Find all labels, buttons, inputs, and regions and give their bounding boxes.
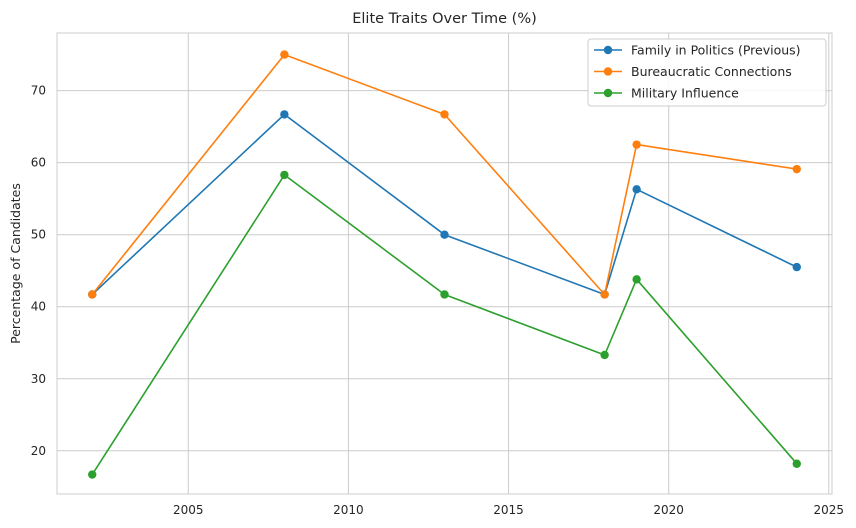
x-tick-label: 2025 bbox=[814, 503, 845, 517]
data-point bbox=[632, 185, 641, 194]
legend-box bbox=[587, 38, 827, 107]
y-tick-label: 40 bbox=[31, 300, 46, 314]
legend-label: Military Influence bbox=[631, 86, 739, 101]
data-point bbox=[280, 110, 289, 119]
x-tick-label: 2015 bbox=[493, 503, 524, 517]
legend-swatch-marker bbox=[603, 67, 613, 76]
y-axis-label: Percentage of Candidates bbox=[8, 183, 23, 344]
series-line bbox=[91, 113, 798, 296]
data-point bbox=[280, 170, 289, 180]
plot-frame bbox=[56, 32, 833, 495]
x-tick-label: 2010 bbox=[333, 503, 364, 517]
legend-label: Family in Politics (Previous) bbox=[631, 43, 801, 58]
series-group bbox=[88, 170, 801, 479]
x-tick-label: 2005 bbox=[173, 503, 204, 517]
data-point bbox=[792, 459, 801, 468]
data-point bbox=[440, 230, 449, 239]
data-point bbox=[88, 470, 97, 479]
series-layer bbox=[88, 50, 801, 479]
legend-swatch-marker bbox=[603, 88, 613, 98]
x-tick-label: 2020 bbox=[653, 503, 684, 517]
y-tick-label: 50 bbox=[31, 228, 46, 242]
data-point bbox=[600, 290, 609, 299]
data-point bbox=[280, 50, 289, 59]
legend: Family in Politics (Previous) Bureaucrati… bbox=[587, 38, 827, 107]
data-point bbox=[632, 140, 641, 149]
data-point bbox=[792, 164, 801, 174]
series-line bbox=[91, 174, 798, 476]
data-point bbox=[600, 350, 609, 360]
y-tick-label: 70 bbox=[31, 84, 46, 98]
chart-title: Elite Traits Over Time (%) bbox=[352, 11, 537, 27]
data-point bbox=[440, 290, 449, 299]
y-tick-label: 30 bbox=[31, 372, 46, 386]
data-point bbox=[632, 275, 641, 284]
data-point bbox=[792, 262, 801, 272]
data-point bbox=[88, 290, 97, 299]
legend-swatch-marker bbox=[603, 45, 613, 55]
series-group bbox=[88, 50, 801, 299]
y-tick-label: 20 bbox=[31, 444, 46, 458]
y-tick-label: 60 bbox=[31, 156, 46, 170]
data-point bbox=[440, 110, 449, 119]
series-line bbox=[91, 53, 797, 296]
legend-label: Bureaucratic Connections bbox=[631, 64, 792, 79]
